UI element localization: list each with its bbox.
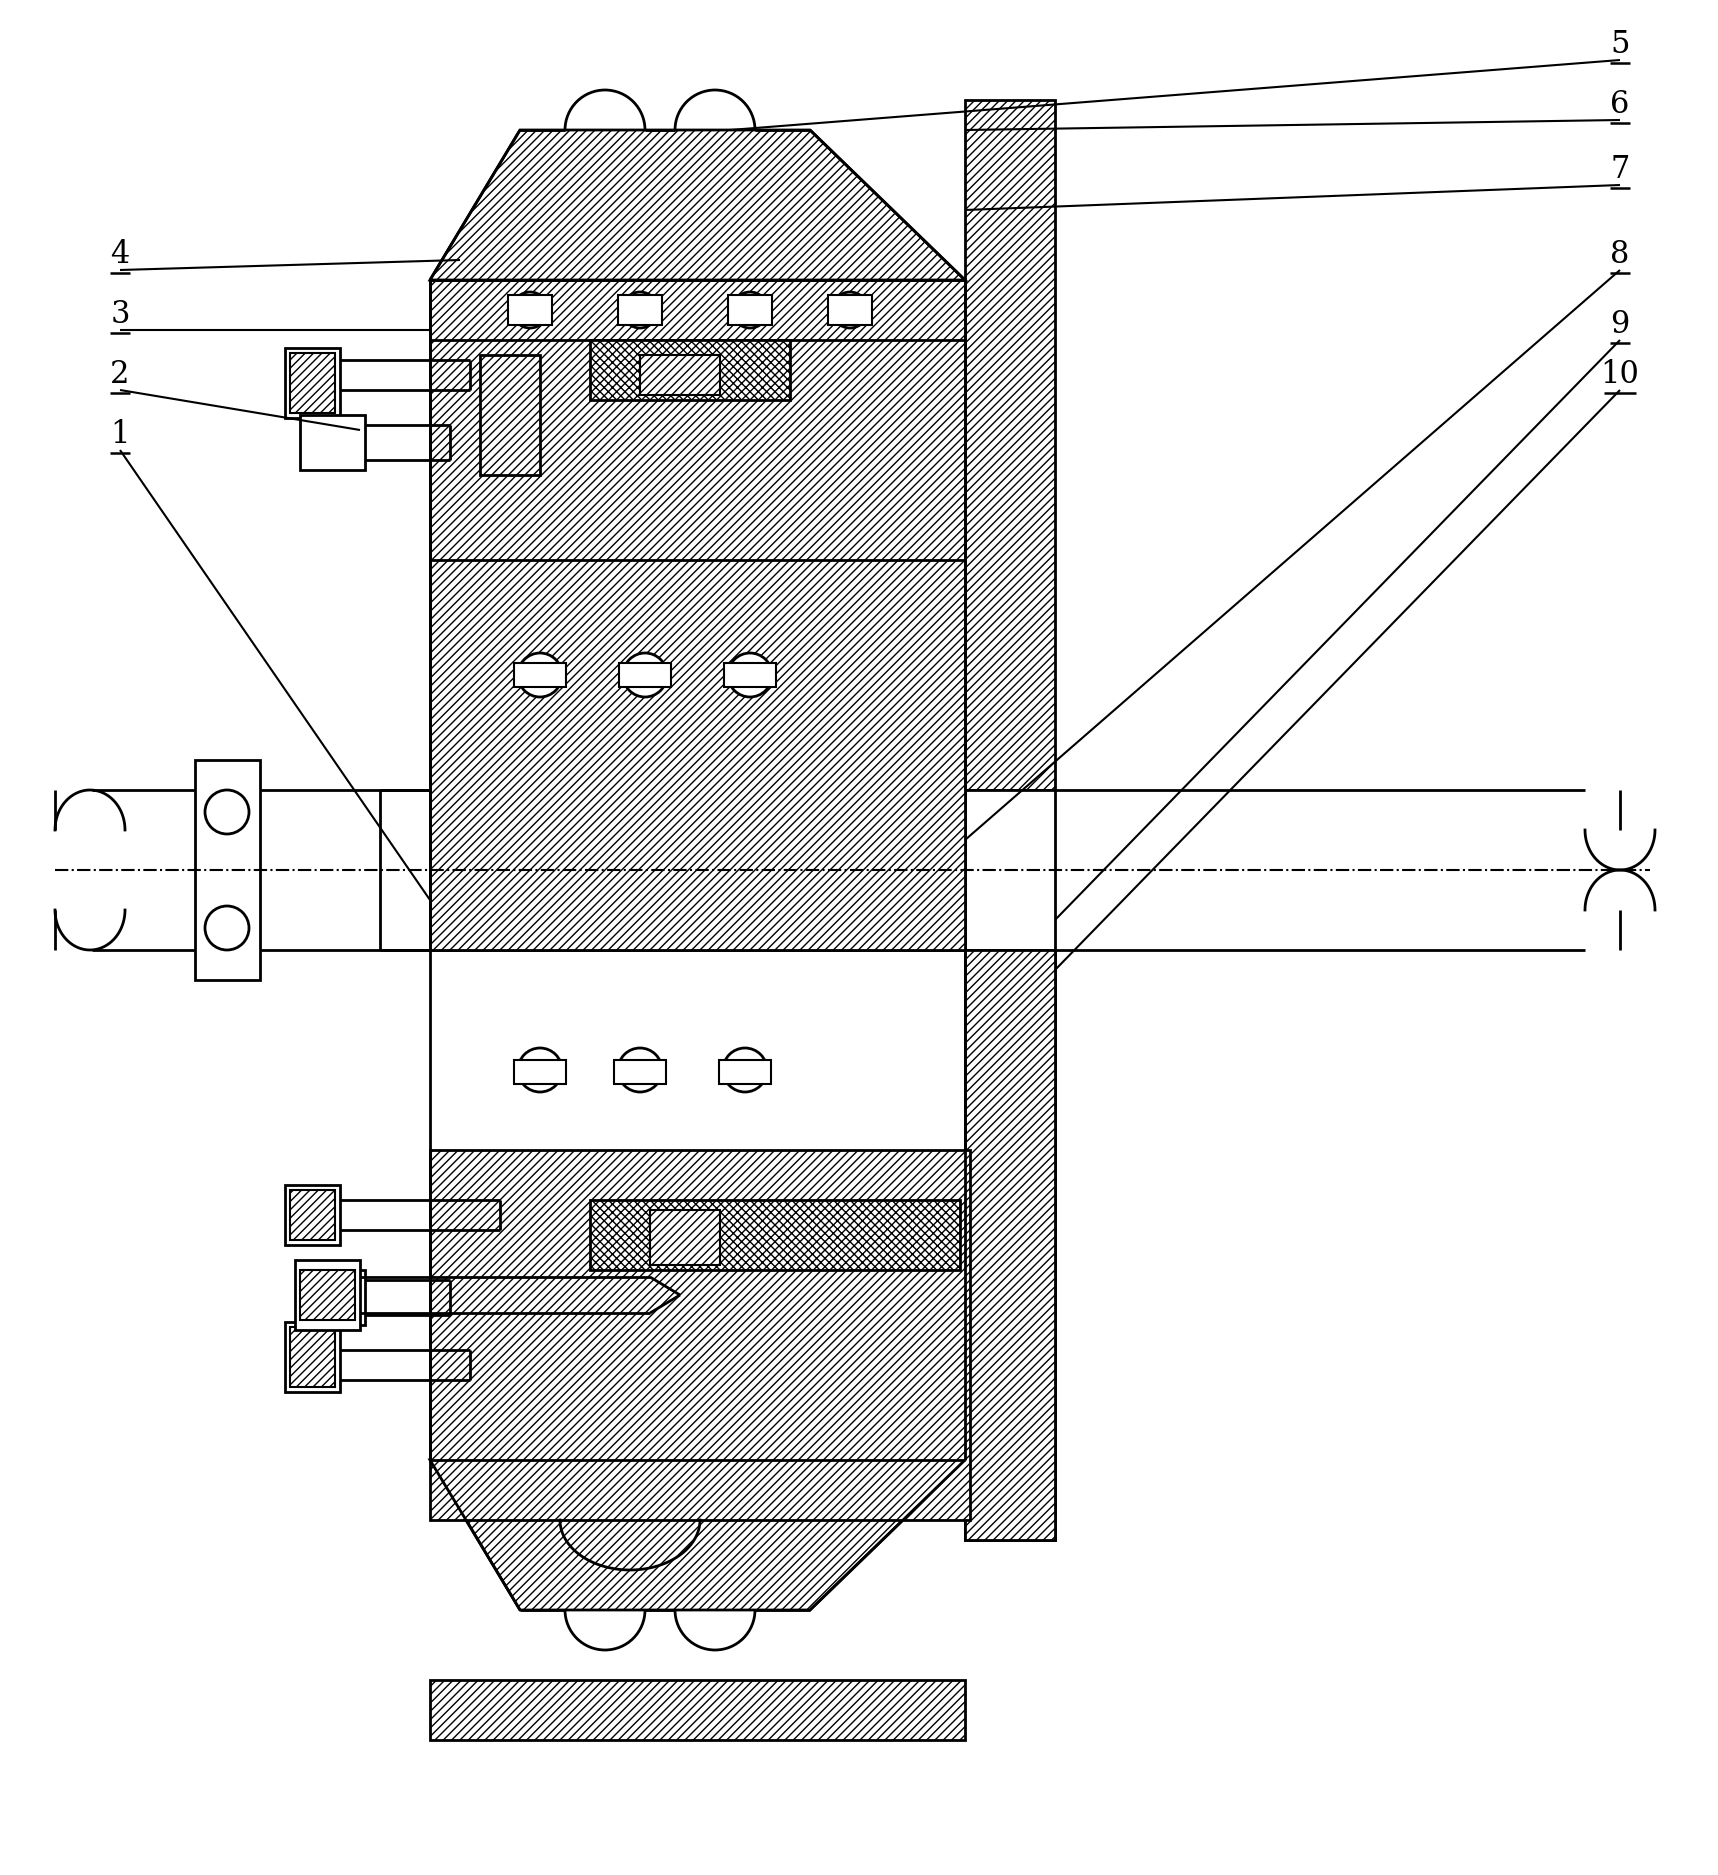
Bar: [966, 789, 1055, 951]
Bar: [514, 664, 565, 686]
Bar: [618, 294, 661, 324]
Bar: [196, 759, 259, 981]
Text: 3: 3: [110, 298, 131, 330]
Circle shape: [728, 652, 771, 698]
Bar: [728, 294, 771, 324]
Circle shape: [723, 1048, 766, 1091]
Bar: [430, 789, 966, 951]
Circle shape: [832, 1412, 868, 1448]
Bar: [641, 354, 720, 396]
Bar: [301, 1269, 364, 1326]
Bar: [509, 1416, 551, 1446]
Circle shape: [512, 292, 548, 328]
Bar: [290, 1328, 335, 1388]
Text: 9: 9: [1610, 309, 1630, 339]
Circle shape: [512, 1412, 548, 1448]
Text: 1: 1: [110, 418, 131, 450]
Bar: [966, 951, 1055, 1539]
Bar: [290, 1191, 335, 1239]
Bar: [430, 561, 966, 951]
Bar: [613, 1059, 667, 1084]
Text: 5: 5: [1610, 28, 1630, 60]
Bar: [828, 294, 873, 324]
Bar: [479, 1266, 539, 1386]
Text: 6: 6: [1610, 88, 1630, 120]
Bar: [589, 339, 790, 399]
Bar: [828, 1416, 873, 1446]
Bar: [509, 294, 551, 324]
Bar: [430, 279, 966, 339]
Text: 7: 7: [1610, 154, 1630, 186]
Bar: [301, 414, 364, 471]
Circle shape: [618, 1048, 661, 1091]
Bar: [649, 1209, 720, 1266]
Bar: [295, 1260, 361, 1329]
Bar: [479, 354, 539, 474]
Bar: [966, 99, 1055, 789]
Text: 2: 2: [110, 358, 131, 390]
Bar: [720, 1059, 771, 1084]
Bar: [285, 349, 340, 418]
Circle shape: [732, 292, 768, 328]
Polygon shape: [430, 129, 966, 279]
Bar: [723, 664, 777, 686]
Circle shape: [519, 1048, 562, 1091]
Circle shape: [622, 292, 658, 328]
Circle shape: [519, 652, 562, 698]
Circle shape: [624, 652, 667, 698]
Bar: [285, 1322, 340, 1391]
Bar: [430, 1401, 966, 1461]
Circle shape: [204, 906, 249, 951]
Bar: [618, 664, 672, 686]
Bar: [514, 1059, 565, 1084]
Text: 4: 4: [110, 238, 129, 270]
Bar: [430, 279, 966, 789]
Bar: [641, 1344, 720, 1386]
Text: 8: 8: [1610, 238, 1630, 270]
Bar: [966, 951, 1055, 1539]
Bar: [290, 352, 335, 412]
Bar: [301, 1269, 356, 1320]
Polygon shape: [430, 1461, 966, 1611]
Bar: [430, 1680, 966, 1740]
Circle shape: [622, 1412, 658, 1448]
Bar: [589, 1341, 790, 1401]
Bar: [618, 1416, 661, 1446]
Bar: [589, 1200, 960, 1269]
Circle shape: [204, 789, 249, 834]
Text: 10: 10: [1601, 358, 1639, 390]
Bar: [285, 1185, 340, 1245]
Circle shape: [832, 292, 868, 328]
Bar: [728, 1416, 771, 1446]
Circle shape: [732, 1412, 768, 1448]
Bar: [430, 1149, 971, 1521]
